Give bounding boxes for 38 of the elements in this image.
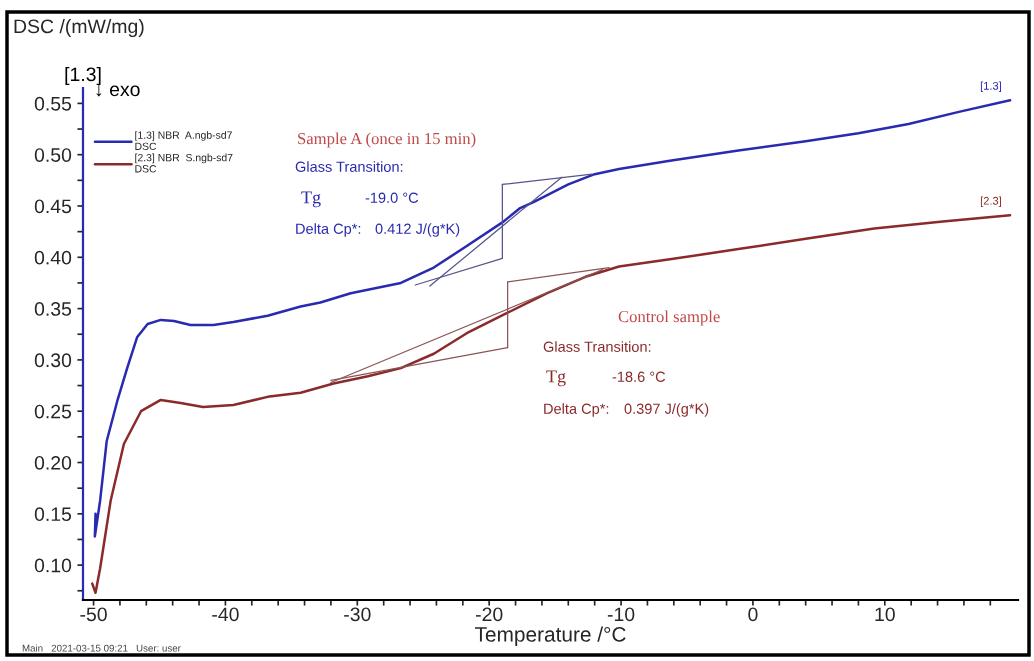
y-tick-label: 0.40 [34,250,72,265]
y-tick-label: 0.35 [34,302,72,316]
text: [1.3] [65,66,101,86]
y-tick-label: 0.50 [34,148,72,162]
annotation: Tg [546,370,566,387]
y-tick-label: 0.55 [34,96,72,111]
x-tick-label: -30 [344,607,371,622]
x-tick-label: -10 [607,607,635,622]
annotation: Delta Cp*: [296,223,361,237]
annotation: Delta Cp*: [544,403,609,417]
legend-label: [2.3] NBR S.ngb-sd7 DSC [135,153,233,173]
x-tick-label: -50 [80,607,107,622]
y-tick-label: 0.10 [34,558,72,573]
y-tick-label: 0.25 [34,404,72,419]
annotation: Control sample [618,310,720,326]
x-tick-label: 0 [748,607,758,622]
annotation: 0.412 J/(g*K) [375,223,460,237]
y-tick-label: 0.45 [34,199,72,214]
y-tick-label: 0.15 [34,507,72,522]
x-axis-title: Temperature /°C [475,626,626,646]
annotation: Glass Transition: [543,341,651,352]
x-tick-label: -40 [212,607,239,622]
annotation: -19.0 °C [365,192,419,203]
y-tick-label: 0.30 [34,353,72,368]
annotation: ↓ exo [96,85,140,97]
annotation: [1.3] [980,81,1001,92]
legend-label: [1.3] NBR A.ngb-sd7 DSC [135,131,232,150]
annotation: Glass Transition: [295,161,403,172]
x-tick-label: -20 [475,607,503,622]
annotation: Sample A (once in 15 min) [298,132,476,148]
y-axis-title: DSC /(mW/mg) [14,18,144,38]
y-tick-label: 0.20 [34,455,72,470]
annotation: [2.3] [980,196,1001,207]
annotation: Tg [301,191,321,208]
annotation: -18.6 °C [612,371,666,382]
x-tick-label: 10 [875,607,895,622]
annotation: 0.397 J/(g*K) [624,403,709,417]
text: Main 2021-03-15 09:21 User: user [22,644,181,652]
